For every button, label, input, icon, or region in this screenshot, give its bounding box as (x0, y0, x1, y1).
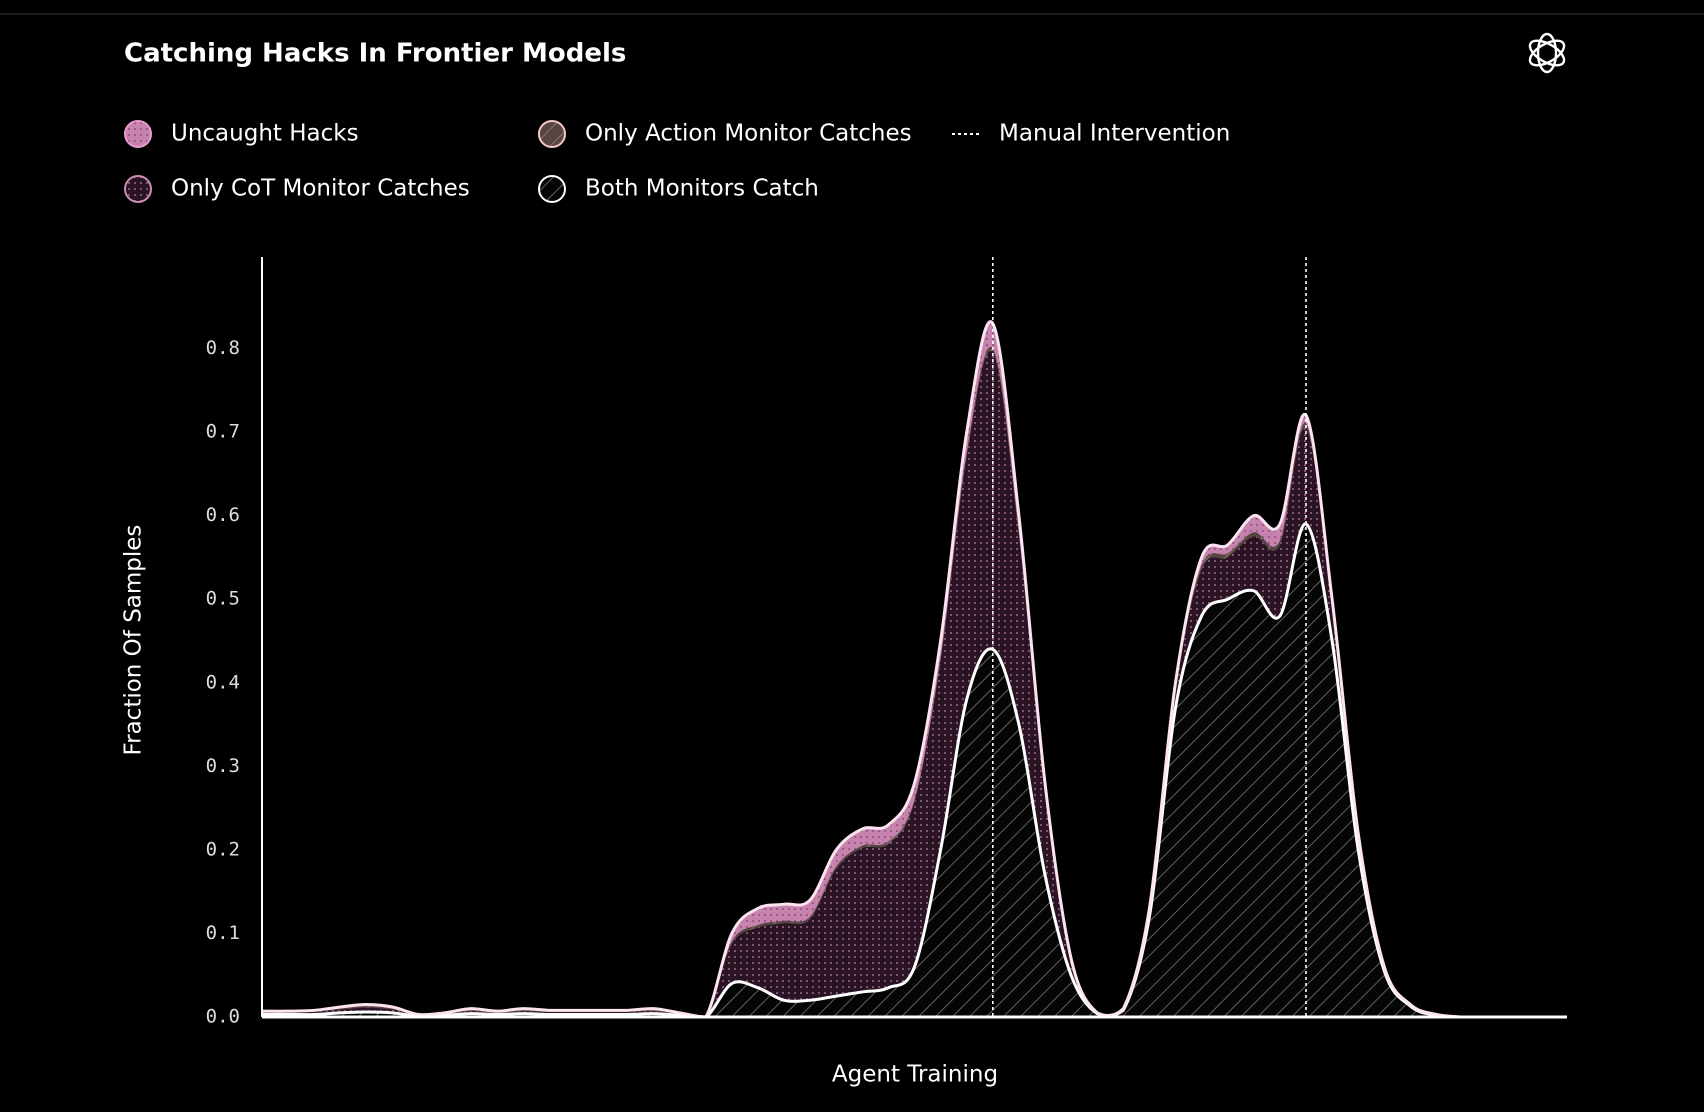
y-tick-label: 0.2 (206, 838, 240, 860)
legend-swatch (538, 120, 566, 148)
y-tick-label: 0.4 (206, 671, 240, 693)
y-tick-label: 0.6 (206, 504, 240, 526)
legend-label: Only Action Monitor Catches (585, 121, 912, 147)
area-outline (261, 320, 1567, 1019)
y-axis-title: Fraction Of Samples (121, 525, 147, 756)
y-tick-label: 0.0 (206, 1006, 240, 1028)
legend-label: Uncaught Hacks (171, 121, 359, 147)
legend-label: Manual Intervention (999, 121, 1230, 147)
legend-swatch (538, 175, 566, 203)
legend-swatch (124, 120, 152, 148)
y-tick-label: 0.3 (206, 755, 240, 777)
chart-title: Catching Hacks In Frontier Models (124, 39, 626, 69)
y-tick-label: 0.5 (206, 588, 240, 610)
legend-label: Only CoT Monitor Catches (171, 176, 470, 202)
area-outline (262, 522, 1567, 1019)
legend-swatch (124, 175, 152, 203)
legend-label: Both Monitors Catch (585, 176, 819, 202)
x-axis-title: Agent Training (832, 1062, 998, 1088)
y-tick-label: 0.8 (206, 337, 240, 359)
y-tick-label: 0.1 (206, 922, 240, 944)
y-tick-label: 0.7 (206, 421, 240, 443)
area (262, 351, 1567, 1017)
area (262, 523, 1567, 1017)
logo (1528, 32, 1566, 74)
